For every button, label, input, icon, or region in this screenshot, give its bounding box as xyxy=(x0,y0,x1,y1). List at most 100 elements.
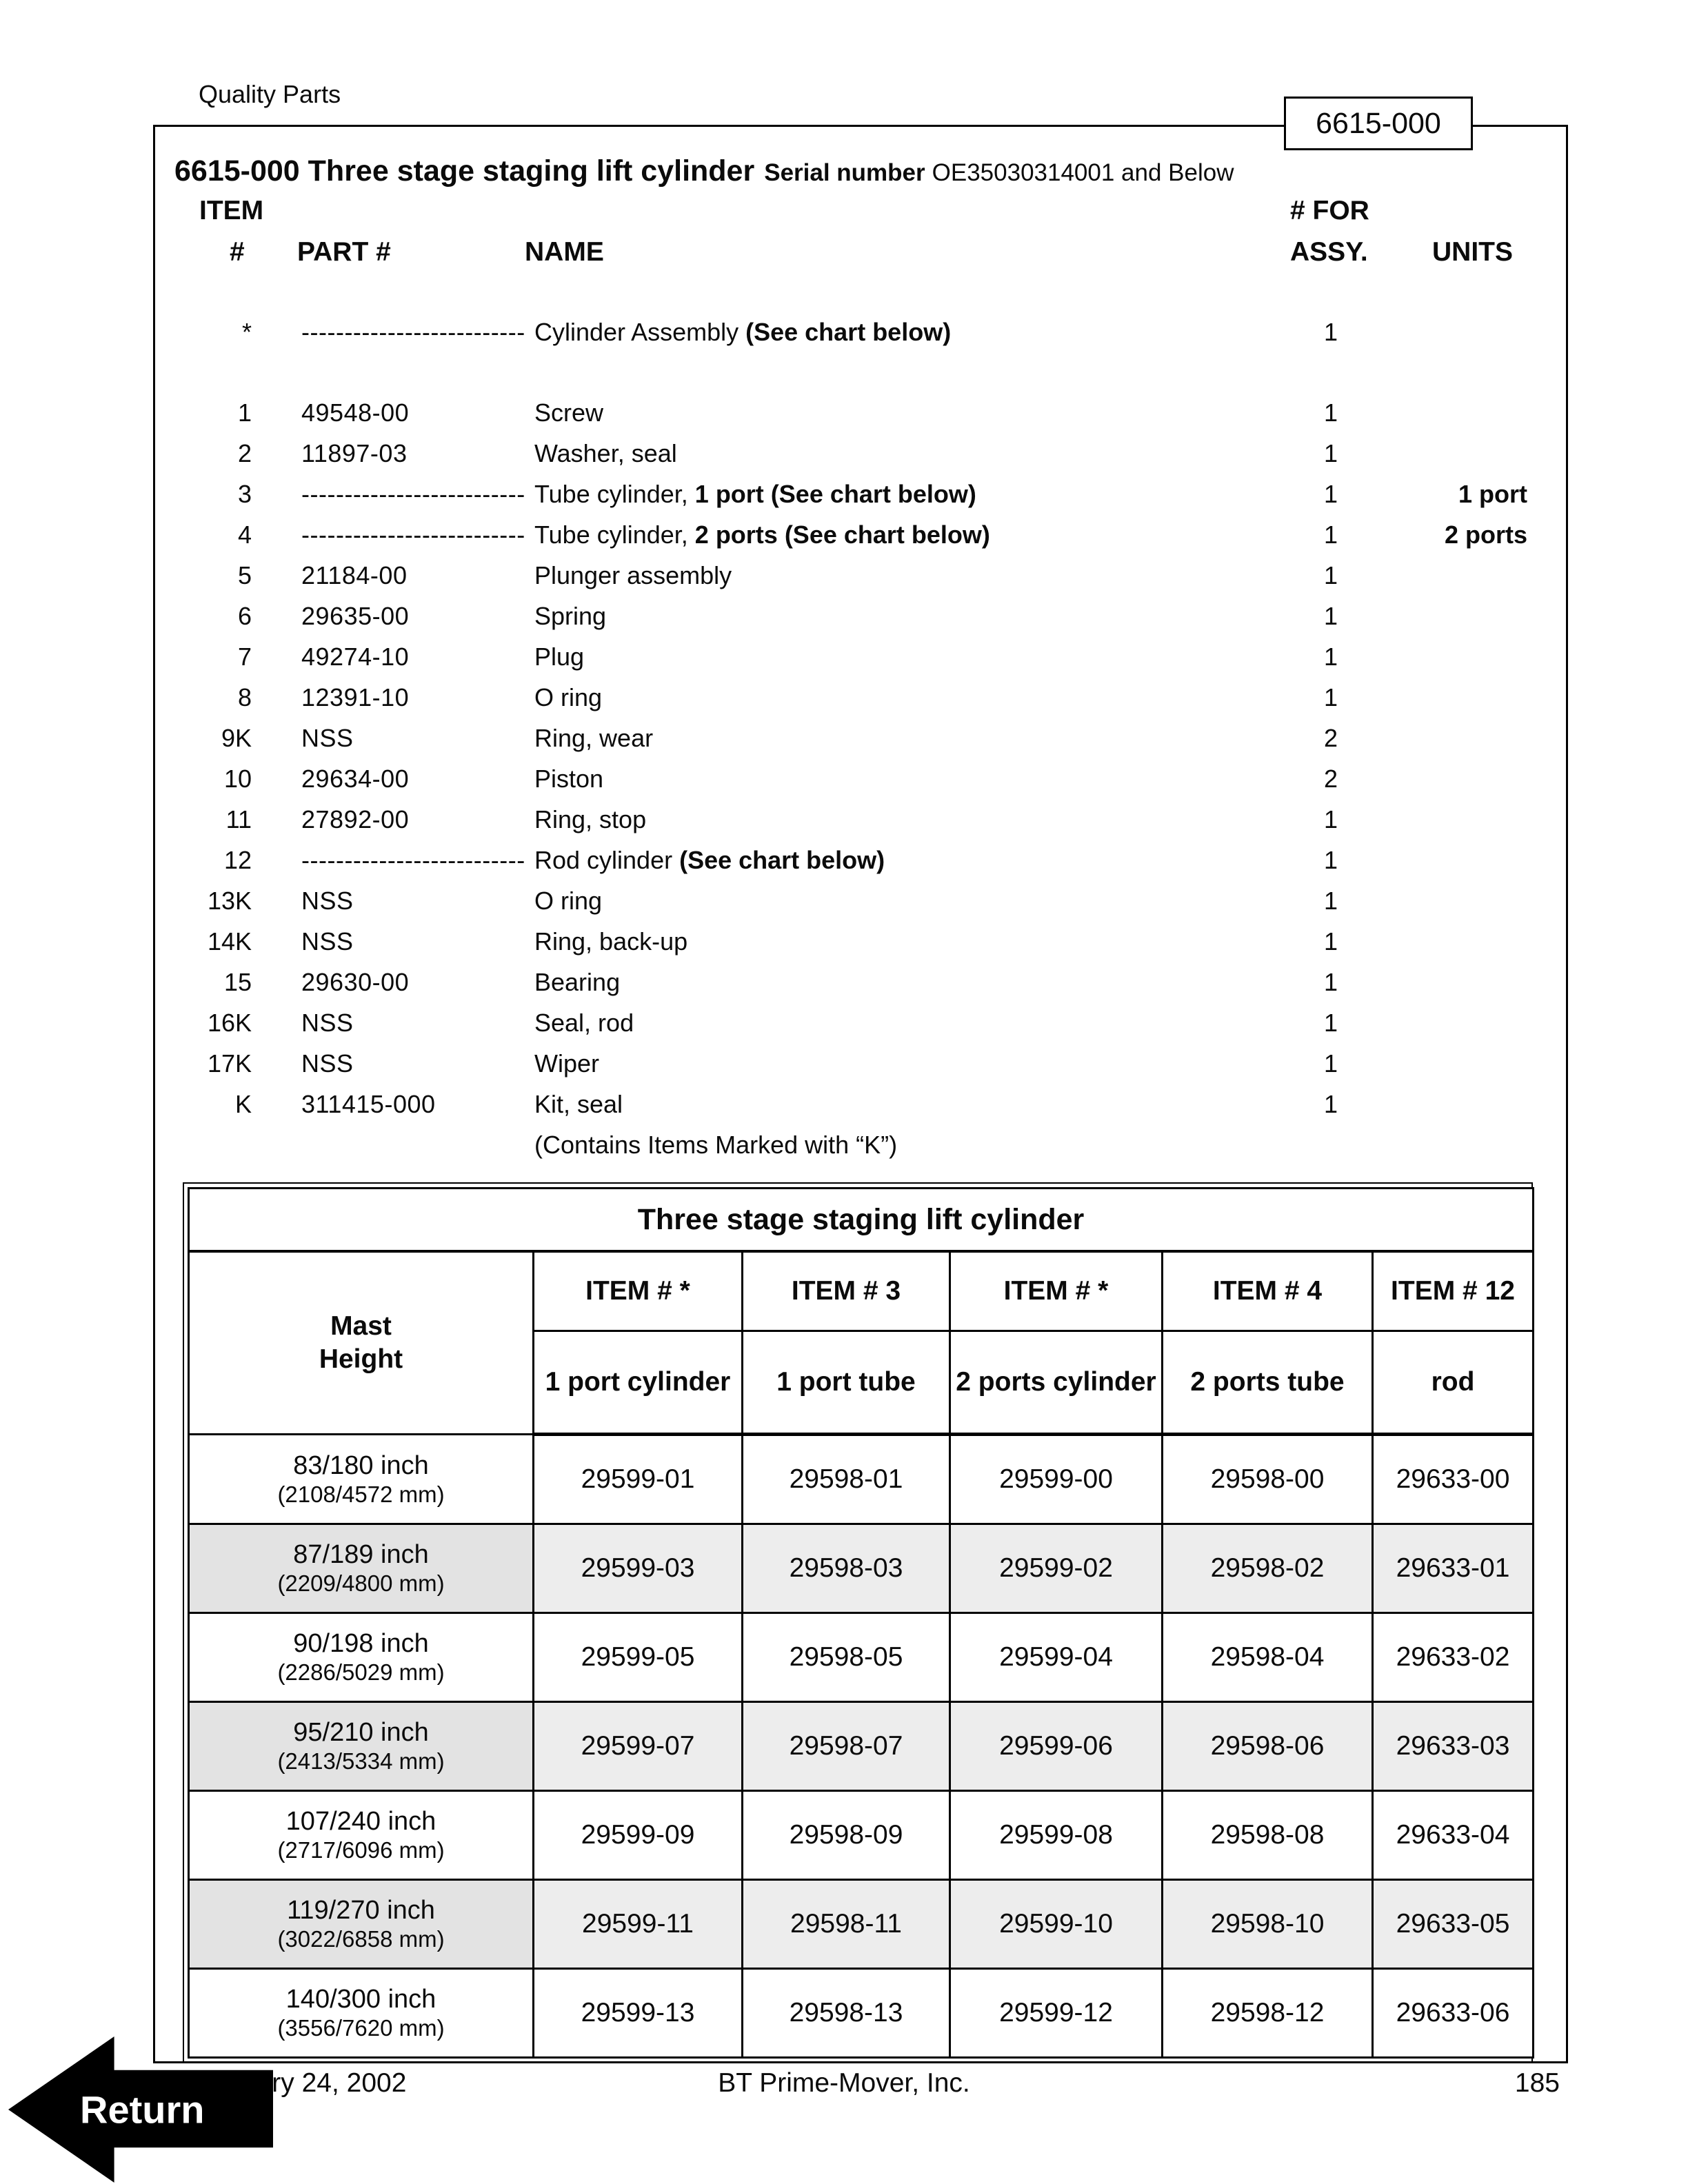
parts-row: 12 -------------------------- Rod cylinder… xyxy=(183,840,1527,880)
mast-height-mm: (2413/5334 mm) xyxy=(277,1748,445,1774)
mast-height-cell: 140/300 inch (3556/7620 mm) xyxy=(188,1968,534,2059)
part-name: (Contains Items Marked with “K”) xyxy=(534,1124,1293,1165)
mast-height-mm: (2108/4572 mm) xyxy=(277,1481,445,1507)
item-number: 17K xyxy=(207,1049,252,1078)
mast-height-cell: 87/189 inch (2209/4800 mm) xyxy=(188,1523,534,1614)
part-name-text: Tube cylinder, xyxy=(534,480,695,508)
parts-row: 3 -------------------------- Tube cylinder… xyxy=(183,474,1527,514)
part-name: Seal, rod xyxy=(534,1002,1293,1043)
part-name: Screw xyxy=(534,392,1293,433)
return-button[interactable]: Return xyxy=(8,2036,273,2183)
parts-row: 11 27892-00 Ring, stop 1 xyxy=(183,799,1527,840)
mast-height-mm: (2286/5029 mm) xyxy=(277,1659,445,1685)
mast-header-line2: Height xyxy=(319,1344,403,1374)
part-number: 49274-10 xyxy=(301,643,410,671)
parts-row: K 311415-000 Kit, seal 1 xyxy=(183,1084,1527,1124)
qty: 1 xyxy=(1323,683,1338,711)
part-cell: 29598-13 xyxy=(741,1968,951,2059)
chart-sub-header: 2 ports tube xyxy=(1161,1330,1374,1436)
part-cell: 29599-11 xyxy=(532,1879,743,1970)
mast-height-mm: (3022/6858 mm) xyxy=(277,1926,445,1952)
part-cell: 29599-02 xyxy=(949,1523,1163,1614)
col-header-name: NAME xyxy=(525,237,604,267)
parts-row: * -------------------------- Cylinder Asse… xyxy=(183,312,1527,352)
mast-header-line1: Mast xyxy=(330,1311,392,1341)
units: 2 ports xyxy=(1444,520,1527,549)
col-header-item-hash: # xyxy=(230,237,245,267)
item-number: 1 xyxy=(237,398,252,427)
part-cell: 29633-01 xyxy=(1371,1523,1535,1614)
part-name-text: Piston xyxy=(534,765,604,793)
part-cell: 29598-12 xyxy=(1161,1968,1374,2059)
chart-sub-header: 1 port tube xyxy=(741,1330,951,1436)
part-name-text: Ring, wear xyxy=(534,724,654,752)
part-name-text: O ring xyxy=(534,887,603,915)
part-name-bold: 1 port (See chart below) xyxy=(694,480,976,508)
qty: 1 xyxy=(1323,846,1338,874)
part-name-bold: (See chart below) xyxy=(679,846,885,874)
part-name-text: Bearing xyxy=(534,968,621,996)
item-number: 6 xyxy=(237,602,252,630)
parts-row: 10 29634-00 Piston 2 xyxy=(183,758,1527,799)
units xyxy=(1369,840,1527,880)
part-cell: 29599-08 xyxy=(949,1790,1163,1881)
parts-row: 5 21184-00 Plunger assembly 1 xyxy=(183,555,1527,596)
item-number: 5 xyxy=(237,561,252,589)
part-number: 29630-00 xyxy=(301,968,410,996)
part-cell: 29598-06 xyxy=(1161,1701,1374,1792)
part-cell: 29633-02 xyxy=(1371,1612,1535,1703)
part-cell: 29599-04 xyxy=(949,1612,1163,1703)
item-number: 14K xyxy=(207,927,252,956)
item-number: 16K xyxy=(207,1009,252,1037)
item-number: 10 xyxy=(223,765,252,793)
units xyxy=(1369,1043,1527,1084)
part-cell: 29598-05 xyxy=(741,1612,951,1703)
part-number: 29635-00 xyxy=(301,602,410,630)
parts-row: 2 11897-03 Washer, seal 1 xyxy=(183,433,1527,474)
chart-item-header: ITEM # * xyxy=(949,1250,1163,1332)
qty: 1 xyxy=(1323,439,1338,467)
item-number: 12 xyxy=(223,846,252,874)
units xyxy=(1369,636,1527,677)
item-number: 7 xyxy=(237,643,252,671)
part-name-text: Seal, rod xyxy=(534,1009,634,1037)
item-number xyxy=(183,1124,252,1165)
parts-row: 4 -------------------------- Tube cylinder… xyxy=(183,514,1527,555)
part-number: 29634-00 xyxy=(301,765,410,793)
part-name: Washer, seal xyxy=(534,433,1293,474)
part-cell: 29599-07 xyxy=(532,1701,743,1792)
part-name: Tube cylinder, 2 ports (See chart below) xyxy=(534,514,1293,555)
part-name: Ring, stop xyxy=(534,799,1293,840)
units xyxy=(1369,718,1527,758)
part-cell: 29599-05 xyxy=(532,1612,743,1703)
return-button-label: Return xyxy=(80,2087,205,2132)
part-name-text: Spring xyxy=(534,602,607,630)
part-number: NSS xyxy=(301,887,354,915)
part-cell: 29598-11 xyxy=(741,1879,951,1970)
qty: 1 xyxy=(1323,1009,1338,1037)
part-cell: 29633-04 xyxy=(1371,1790,1535,1881)
units xyxy=(1369,1002,1527,1043)
qty: 1 xyxy=(1323,318,1338,346)
part-number-ref-box: 6615-000 xyxy=(1284,97,1473,150)
chart-sub-header: 1 port cylinder xyxy=(532,1330,743,1436)
part-cell: 29599-00 xyxy=(949,1433,1163,1525)
part-number: NSS xyxy=(301,724,354,752)
item-number: 11 xyxy=(225,805,252,833)
parts-row: 13K NSS O ring 1 xyxy=(183,880,1527,921)
part-number: NSS xyxy=(301,1009,354,1037)
part-number: NSS xyxy=(301,927,354,956)
col-header-units: UNITS xyxy=(1432,237,1513,267)
mast-height-cell: 90/198 inch (2286/5029 mm) xyxy=(188,1612,534,1703)
units: 1 port xyxy=(1458,480,1527,508)
mast-height-cell: 107/240 inch (2717/6096 mm) xyxy=(188,1790,534,1881)
footer-page-number: 185 xyxy=(1514,2068,1560,2098)
part-name: Piston xyxy=(534,758,1293,799)
part-cell: 29599-06 xyxy=(949,1701,1163,1792)
part-name: Bearing xyxy=(534,962,1293,1002)
part-cell: 29599-09 xyxy=(532,1790,743,1881)
part-cell: 29599-01 xyxy=(532,1433,743,1525)
qty: 1 xyxy=(1323,805,1338,833)
item-number: 9K xyxy=(221,724,252,752)
